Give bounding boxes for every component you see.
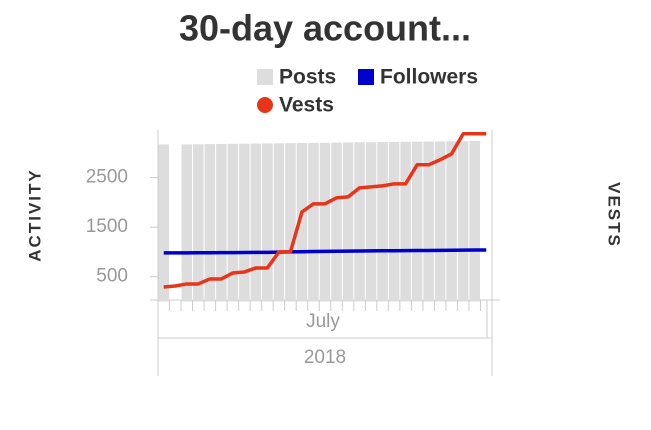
bar: [181, 144, 193, 302]
bar: [354, 142, 365, 302]
bar: [216, 143, 227, 302]
bar: [423, 141, 434, 302]
x-group-label: July: [306, 311, 340, 332]
y-tick-label: 500: [96, 266, 128, 287]
bar: [273, 143, 285, 302]
bar: [227, 143, 239, 302]
bar: [158, 144, 170, 302]
x-year-label: 2018: [304, 347, 346, 368]
y-tick-label: 2500: [86, 167, 128, 188]
bar: [285, 143, 296, 302]
bar: [250, 143, 262, 302]
bar: [446, 141, 457, 302]
bar: [239, 143, 250, 302]
bar: [377, 142, 388, 302]
bar: [296, 142, 308, 302]
bar: [193, 144, 204, 302]
series-line: [163, 132, 487, 289]
y-axis-label: ACTIVITY: [25, 168, 44, 261]
chart-title: 30-day account...: [179, 8, 471, 49]
legend-swatch: [257, 69, 273, 85]
series-line: [163, 248, 487, 255]
y-tick-label: 1500: [86, 216, 128, 237]
y2-axis-label: VESTS: [605, 182, 624, 248]
bar: [342, 142, 354, 302]
legend-swatch: [358, 69, 374, 85]
bar: [388, 141, 400, 302]
bar: [204, 144, 216, 302]
bar: [365, 142, 377, 302]
bar: [469, 140, 480, 302]
legend-label: Vests: [279, 94, 334, 117]
legend-label: Followers: [380, 66, 478, 89]
bar: [319, 142, 331, 302]
legend-label: Posts: [279, 66, 336, 89]
bar: [308, 142, 319, 302]
bar: [400, 141, 411, 302]
bar: [434, 141, 446, 302]
legend-swatch: [257, 97, 273, 113]
bar: [457, 141, 469, 302]
bar: [331, 142, 342, 302]
bar: [262, 143, 273, 302]
bar: [411, 141, 423, 302]
